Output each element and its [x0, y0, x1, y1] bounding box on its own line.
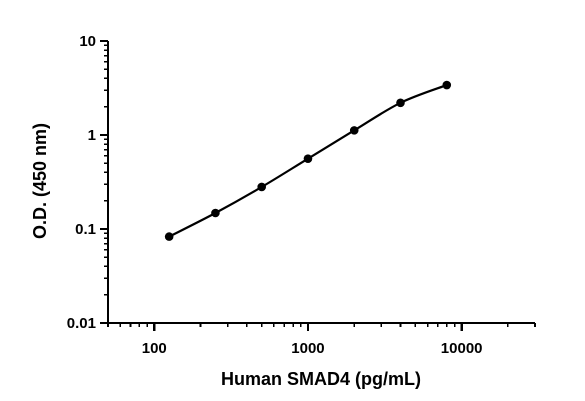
x-axis-title: Human SMAD4 (pg/mL)	[221, 369, 421, 389]
y-axis-title: O.D. (450 nm)	[30, 123, 50, 239]
data-point	[257, 182, 266, 192]
y-tick-label: 1	[88, 127, 96, 144]
y-tick-label: 10	[79, 33, 96, 50]
data-point	[164, 232, 174, 241]
x-tick-label: 10000	[441, 340, 483, 357]
data-point	[442, 80, 452, 90]
y-tick-label: 0.1	[75, 221, 96, 238]
x-tick-label: 100	[142, 340, 167, 357]
y-tick-label: 0.01	[67, 315, 96, 332]
data-point	[349, 126, 359, 135]
series-layer	[164, 80, 452, 241]
axes-layer	[106, 41, 535, 325]
data-point	[211, 208, 220, 218]
data-point	[396, 98, 405, 108]
data-point	[303, 154, 313, 163]
labels-layer: 0.01 0.1 1 10 100 1000 10000	[67, 33, 483, 357]
x-tick-label: 1000	[291, 340, 324, 357]
ticks-layer	[100, 39, 536, 331]
